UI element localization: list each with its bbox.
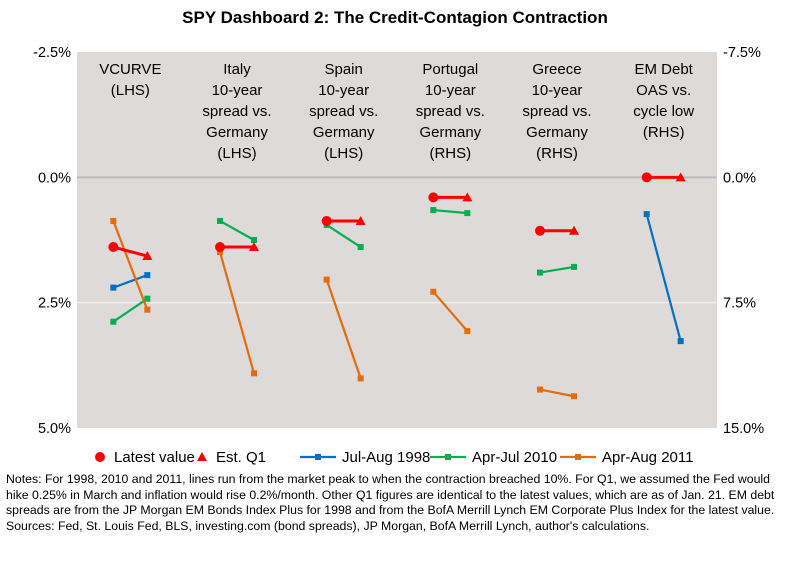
left-tick-label: 5.0% [38,421,71,437]
series-marker [217,249,223,256]
right-tick-label: 7.5% [723,296,756,312]
series-line [112,274,148,289]
series-marker [217,217,223,224]
series-marker [571,263,577,270]
category-label: VCURVE [99,61,161,78]
category-label: Germany [526,124,588,141]
series-line [433,208,468,215]
series-line [219,219,255,241]
left-tick-label: 2.5% [38,296,71,312]
category-label: spread vs. [522,103,591,120]
series-marker [144,272,151,279]
series-marker [537,269,543,276]
est-q1-marker [675,172,686,182]
left-tick-label: -2.5% [33,45,71,61]
legend-square-icon [575,454,581,460]
series-marker [144,295,151,302]
right-tick-label: 15.0% [723,421,764,437]
category-label: Italy [223,61,251,78]
category-label: (LHS) [324,145,363,162]
est-q1-marker [569,225,579,235]
series-line [539,388,575,398]
legend-label: Jul-Aug 1998 [342,449,430,466]
series-marker [464,210,471,217]
series-marker [677,338,684,345]
category-label: Spain [324,61,362,78]
latest-value-marker [321,215,332,226]
legend-circle-icon [95,452,105,462]
legend-square-icon [445,454,451,460]
legend-label: Est. Q1 [216,449,266,466]
latest-value-marker [535,225,545,236]
category-label: spread vs. [202,103,271,120]
latest-value-marker [428,192,439,203]
category-label: spread vs. [309,103,378,120]
category-label: (RHS) [536,145,578,162]
series-marker [643,211,650,218]
category-label: 10-year [425,82,476,99]
est-q1-marker [462,192,473,202]
series-line [645,213,682,342]
category-label: (LHS) [111,82,150,99]
category-label: OAS vs. [636,82,691,99]
category-label: Greece [532,61,581,78]
right-tick-label: 0.0% [723,170,756,186]
category-label: 10-year [318,82,369,99]
latest-value-marker [215,242,225,253]
series-line [326,224,362,248]
category-label: Germany [313,124,375,141]
category-label: (LHS) [217,145,256,162]
series-marker [430,207,437,214]
category-label: cycle low [633,103,694,120]
series-marker [110,318,117,325]
series-marker [144,306,151,313]
category-label: Portugal [422,61,478,78]
category-label: (RHS) [643,124,685,141]
legend-label: Apr-Aug 2011 [602,449,693,466]
right-tick-label: -7.5% [723,45,761,61]
series-line [432,291,469,332]
chart-svg: -2.5% -7.5% 0.0% 0.0% 2.5% 7.5% 5.0% 15.0% VCURV… [33,45,764,466]
left-tick-label: 0.0% [38,170,71,186]
series-marker [323,276,330,283]
chart-notes: Notes: For 1998, 2010 and 2011, lines ru… [6,472,775,533]
latest-to-q1-line [112,245,148,258]
series-marker [571,393,577,400]
category-label: (RHS) [429,145,471,162]
est-q1-marker [142,251,153,261]
series-line [112,220,149,311]
legend-label: Apr-Jul 2010 [472,449,557,466]
series-marker [537,386,543,393]
chart-title: SPY Dashboard 2: The Credit-Contagion Co… [182,8,608,27]
category-label: EM Debt [634,61,693,78]
series-line [325,279,362,379]
legend-label: Latest value [114,449,195,466]
legend-triangle-icon [197,452,207,461]
series-line [218,251,256,374]
category-label: Germany [419,124,481,141]
latest-value-marker [108,242,119,253]
category-label: 10-year [532,82,583,99]
category-label: 10-year [212,82,263,99]
series-line [112,297,148,323]
latest-value-marker [641,172,652,183]
series-marker [251,370,257,377]
est-q1-marker [249,242,259,252]
category-label: spread vs. [416,103,485,120]
series-line [539,265,575,274]
series-marker [251,237,257,243]
legend-square-icon [315,454,321,460]
series-marker [464,328,471,335]
est-q1-marker [355,215,366,225]
series-marker [110,284,117,291]
series-marker [357,244,364,251]
series-marker [430,288,437,295]
series-marker [357,375,364,382]
series-marker [110,217,117,224]
category-label: Germany [206,124,268,141]
plot-area [77,52,717,428]
